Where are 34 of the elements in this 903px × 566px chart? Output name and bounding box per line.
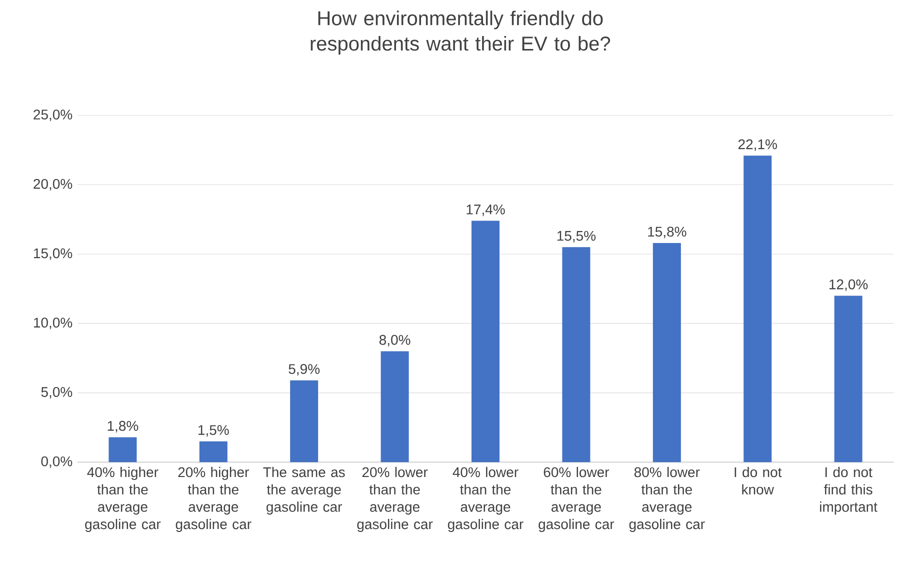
bar: [472, 220, 500, 462]
y-tick-label: 5,0%: [41, 386, 72, 399]
x-tick-label: I do not know: [734, 466, 782, 494]
x-tick-label: 20% higher than the average gasoline car: [176, 466, 252, 532]
y-tick-label: 15,0%: [34, 248, 72, 260]
data-label: 12,0%: [830, 279, 868, 291]
y-tick-label: 0,0%: [41, 456, 72, 468]
x-tick-label: 80% lower than the average gasoline car: [629, 466, 705, 532]
chart-title: How environmentally friendly do respondents want their EV to be?: [310, 10, 610, 55]
data-label: 15,8%: [648, 226, 686, 238]
data-label: 8,0%: [379, 334, 410, 346]
x-tick-label: 60% lower than the average gasoline car: [538, 466, 614, 532]
bar: [744, 156, 772, 462]
x-tick-label: I do not find this important: [820, 466, 878, 515]
y-tick-label: 10,0%: [34, 318, 72, 330]
bar: [652, 242, 681, 462]
data-label: 17,4%: [466, 204, 505, 216]
y-tick-label: 20,0%: [34, 178, 72, 190]
data-label: 1,8%: [108, 420, 138, 432]
x-tick-label: 40% lower than the average gasoline car: [448, 466, 524, 532]
data-label: 22,1%: [738, 139, 777, 151]
x-tick-label: 20% lower than the average gasoline car: [357, 466, 433, 532]
bar: [290, 380, 318, 462]
x-tick-label: The same as the average gasoline car: [263, 466, 345, 515]
bar: [108, 437, 137, 462]
data-label: 1,5%: [198, 425, 229, 437]
y-tick-label: 25,0%: [34, 110, 72, 122]
data-label: 5,9%: [288, 364, 320, 376]
bar: [199, 441, 228, 462]
bar: [834, 296, 862, 462]
x-tick-label: 40% higher than the average gasoline car: [85, 466, 161, 532]
bar: [562, 247, 590, 462]
bar: [380, 351, 409, 462]
data-label: 15,5%: [557, 230, 596, 242]
